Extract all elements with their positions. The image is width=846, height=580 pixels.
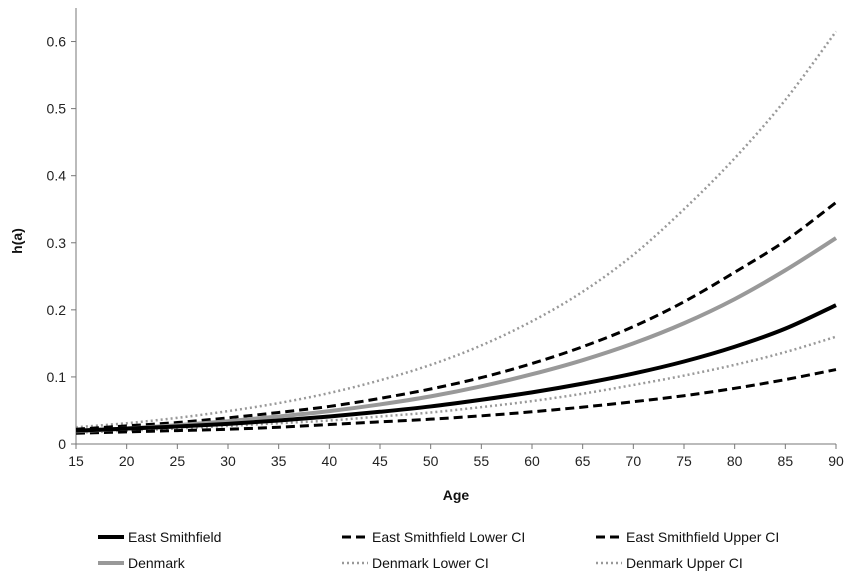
legend-item: East Smithfield	[98, 529, 221, 545]
x-tick-label: 35	[271, 453, 287, 469]
legend-label: Denmark Lower CI	[372, 555, 489, 571]
y-tick-label: 0.6	[47, 34, 67, 50]
axes	[75, 8, 836, 445]
y-tick-label: 0	[58, 436, 66, 452]
series-line-denmark-upper-ci	[75, 30, 838, 429]
y-axis-title: h(a)	[9, 228, 25, 254]
x-tick-label: 25	[170, 453, 186, 469]
x-tick-label: 55	[474, 453, 490, 469]
y-tick-label: 0.4	[47, 168, 67, 184]
y-tick-label: 0.2	[47, 302, 67, 318]
series-line-denmark-lower-ci	[75, 335, 837, 434]
legend-item: East Smithfield Lower CI	[342, 529, 525, 545]
x-tick-label: 65	[575, 453, 591, 469]
legend-item: East Smithfield Upper CI	[596, 529, 779, 545]
x-tick-label: 20	[119, 453, 135, 469]
x-tick-label: 85	[778, 453, 794, 469]
x-tick-label: 70	[626, 453, 642, 469]
x-tick-label: 15	[68, 453, 84, 469]
legend-label: East Smithfield Lower CI	[372, 529, 525, 545]
x-axis-title: Age	[443, 487, 470, 503]
series-line-east-smithfield	[75, 303, 837, 433]
legend: East Smithfield East Smithfield Lower CI E…	[98, 529, 779, 571]
x-axis-ticks: 15 20 25 30 35 40 45 50 55 60 65 70 75 80 85 90	[68, 444, 844, 469]
y-axis-ticks: 0 0.1 0.2 0.3 0.4 0.5 0.6	[47, 34, 76, 452]
y-tick-label: 0.3	[47, 235, 67, 251]
legend-label: Denmark	[128, 555, 186, 571]
x-tick-label: 45	[372, 453, 388, 469]
series-line-east-smithfield-lower-ci	[75, 368, 837, 435]
x-tick-label: 40	[322, 453, 338, 469]
x-tick-label: 90	[828, 453, 844, 469]
x-tick-label: 75	[676, 453, 692, 469]
x-tick-label: 60	[524, 453, 540, 469]
x-tick-label: 50	[423, 453, 439, 469]
legend-label: East Smithfield Upper CI	[626, 529, 779, 545]
y-tick-label: 0.5	[47, 101, 67, 117]
legend-item: Denmark Upper CI	[596, 555, 743, 571]
legend-label: East Smithfield	[128, 529, 221, 545]
x-tick-label: 30	[220, 453, 236, 469]
y-tick-label: 0.1	[47, 369, 67, 385]
legend-item: Denmark Lower CI	[342, 555, 489, 571]
legend-item: Denmark	[98, 555, 186, 571]
legend-label: Denmark Upper CI	[626, 555, 743, 571]
series-layer	[75, 30, 838, 435]
series-line-east-smithfield-upper-ci	[75, 201, 837, 431]
x-tick-label: 80	[727, 453, 743, 469]
